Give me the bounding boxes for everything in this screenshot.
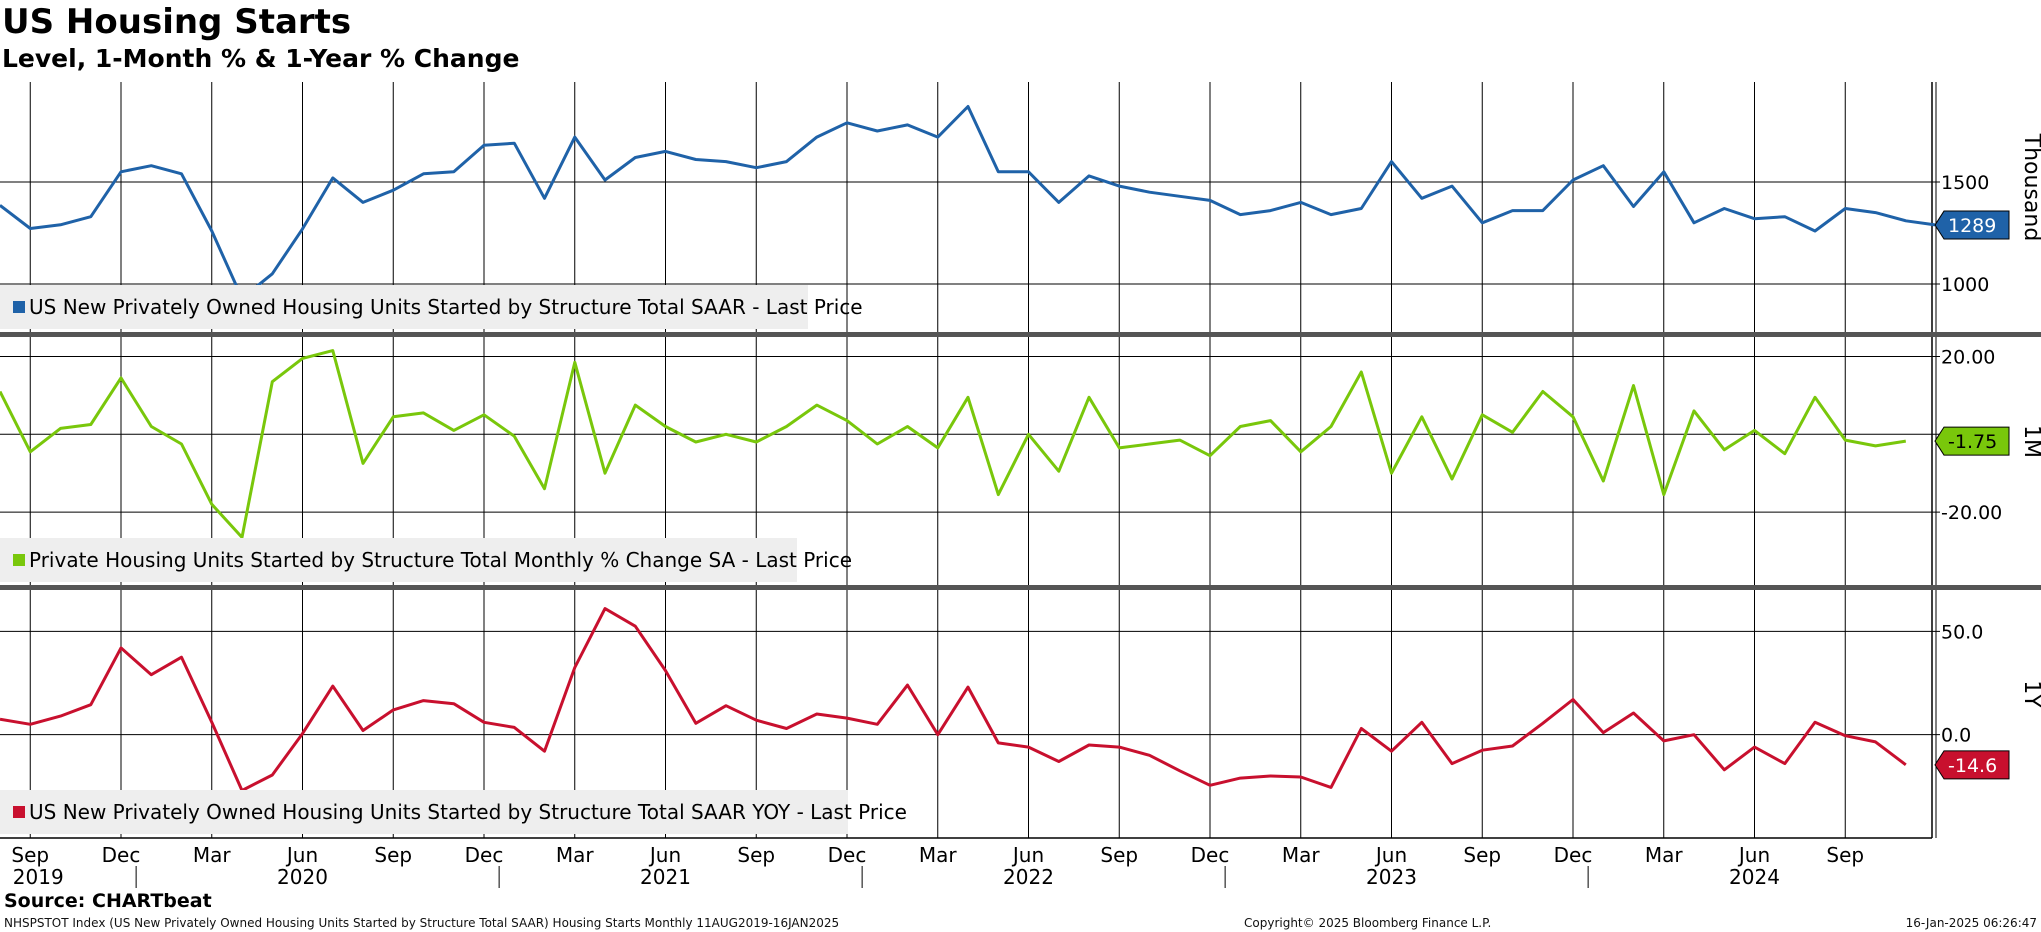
footer-timestamp: 16-Jan-2025 06:26:47 — [1905, 916, 2037, 930]
x-year-label: 2021 — [640, 865, 691, 889]
footer-copyright: Copyright© 2025 Bloomberg Finance L.P. — [1244, 916, 1492, 930]
chart-subtitle: Level, 1-Month % & 1-Year % Change — [2, 44, 520, 73]
y-tick-label: 1500 — [1941, 172, 1989, 194]
x-tick-label: Jun — [1374, 843, 1407, 867]
x-tick-label: Jun — [648, 843, 681, 867]
legend-box — [0, 538, 797, 582]
x-year-label: 2024 — [1729, 865, 1780, 889]
legend-box — [0, 285, 808, 329]
chart-title: US Housing Starts — [2, 2, 352, 42]
x-tick-label: Sep — [737, 843, 775, 867]
legend-box — [0, 790, 848, 834]
x-tick-label: Jun — [285, 843, 318, 867]
series-line — [0, 607, 1907, 792]
x-tick-label: Sep — [1463, 843, 1501, 867]
legend-swatch — [13, 806, 25, 818]
x-tick-label: Sep — [11, 843, 49, 867]
y-tick-label: 0.0 — [1941, 725, 1971, 747]
panel-separator — [0, 332, 2041, 337]
legend-swatch — [13, 554, 25, 566]
x-tick-label: Dec — [828, 843, 867, 867]
legend-label: US New Privately Owned Housing Units Sta… — [29, 800, 907, 824]
last-value-tag — [1934, 750, 2010, 780]
x-tick-label: Mar — [556, 843, 595, 867]
y-tick-label: 1000 — [1941, 274, 1989, 296]
last-value-tag — [1934, 210, 2010, 240]
x-tick-label: Sep — [374, 843, 412, 867]
y-tick-label: 50.0 — [1941, 621, 1983, 643]
last-value-tag — [1934, 426, 2010, 456]
y-tick-label: 20.00 — [1941, 346, 1995, 368]
x-tick-label: Mar — [1645, 843, 1684, 867]
x-tick-label: Mar — [193, 843, 232, 867]
x-year-label: 2020 — [277, 865, 328, 889]
last-value-label: -14.6 — [1948, 755, 1997, 777]
x-year-label: 2022 — [1003, 865, 1054, 889]
x-tick-label: Dec — [102, 843, 141, 867]
x-tick-label: Dec — [1191, 843, 1230, 867]
series-line — [0, 349, 1907, 539]
axis-label: 1M — [2019, 425, 2041, 458]
x-tick-label: Jun — [1737, 843, 1770, 867]
x-year-label: 2023 — [1366, 865, 1417, 889]
x-tick-label: Dec — [1554, 843, 1593, 867]
footer-ticker-description: NHSPSTOT Index (US New Privately Owned H… — [4, 916, 840, 930]
x-tick-label: Dec — [465, 843, 504, 867]
x-tick-label: Sep — [1826, 843, 1864, 867]
legend-label: US New Privately Owned Housing Units Sta… — [29, 295, 863, 319]
x-tick-label: Jun — [1011, 843, 1044, 867]
axis-label: 1Y — [2019, 680, 2041, 708]
series-line — [0, 105, 1937, 300]
x-tick-label: Mar — [919, 843, 958, 867]
legend-swatch — [13, 301, 25, 313]
last-value-label: 1289 — [1948, 215, 1996, 237]
last-value-label: -1.75 — [1948, 431, 1997, 453]
x-tick-label: Sep — [1100, 843, 1138, 867]
y-tick-label: -20.00 — [1941, 502, 2002, 524]
x-year-label: 2019 — [13, 865, 64, 889]
panel-separator — [0, 585, 2041, 590]
legend-label: Private Housing Units Started by Structu… — [29, 548, 852, 572]
axis-label: Thousand — [2019, 133, 2041, 242]
x-tick-label: Mar — [1282, 843, 1321, 867]
source-label: Source: CHARTbeat — [4, 890, 212, 912]
